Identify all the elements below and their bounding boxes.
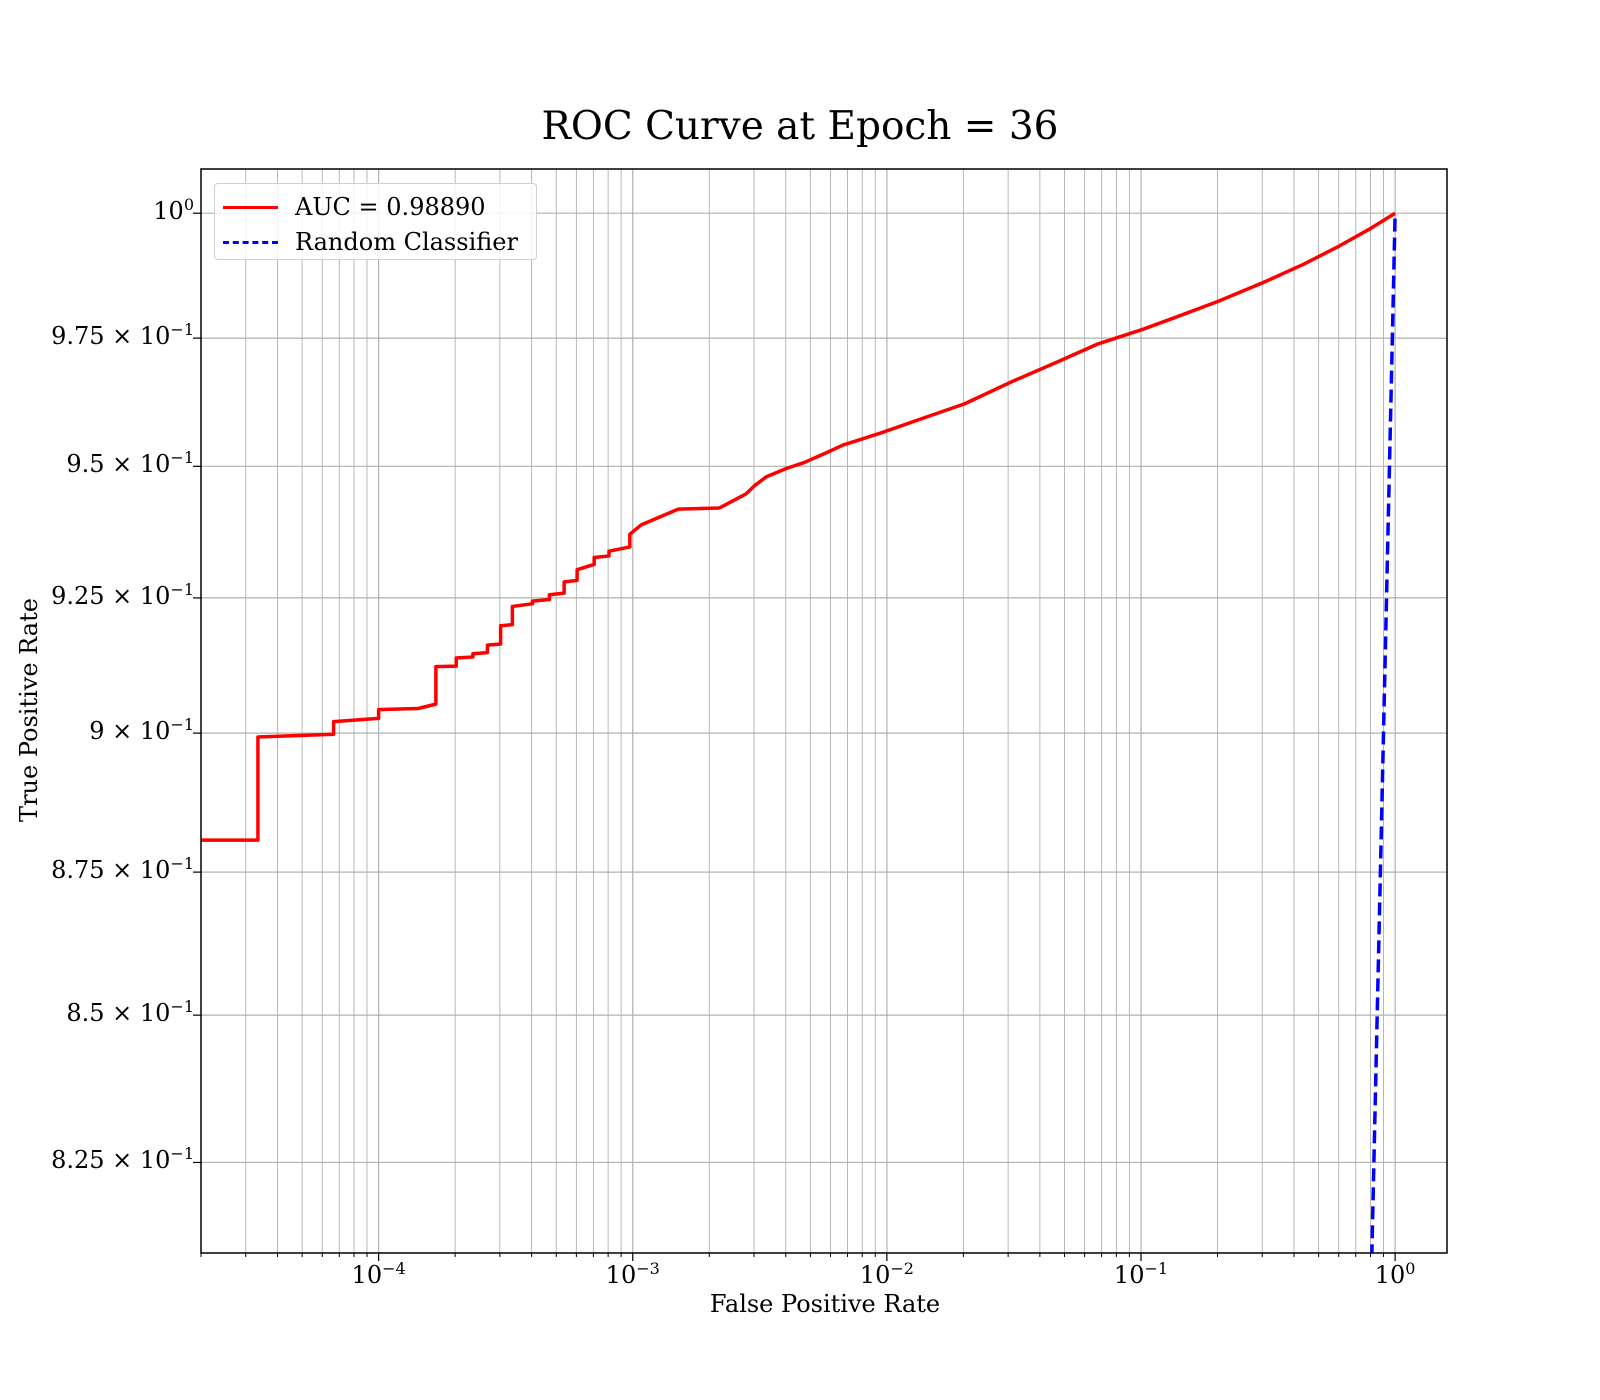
y-tick-label: 9.5 × 10−1 bbox=[66, 448, 194, 479]
legend-label-random: Random Classifier bbox=[295, 228, 518, 256]
y-tick-label: 100 bbox=[153, 195, 194, 226]
chart-title: ROC Curve at Epoch = 36 bbox=[541, 104, 1059, 149]
legend: AUC = 0.98890 Random Classifier bbox=[214, 183, 537, 260]
y-tick-label: 9.25 × 10−1 bbox=[51, 579, 194, 610]
tick-marks bbox=[193, 212, 1396, 1261]
plot-frame bbox=[200, 168, 1448, 1254]
legend-swatch-auc bbox=[223, 206, 278, 209]
series-layer bbox=[201, 211, 1397, 1253]
y-tick-label: 8.25 × 10−1 bbox=[51, 1144, 194, 1175]
x-tick-label: 10−2 bbox=[859, 1259, 914, 1289]
y-tick-label: 8.75 × 10−1 bbox=[51, 854, 194, 885]
grid bbox=[200, 169, 1447, 1253]
legend-item-auc: AUC = 0.98890 bbox=[215, 192, 536, 222]
y-axis-label: True Positive Rate bbox=[15, 598, 43, 822]
legend-label-auc: AUC = 0.98890 bbox=[295, 193, 486, 221]
x-tick-label: 10−1 bbox=[1113, 1259, 1169, 1289]
x-tick-label: 100 bbox=[1374, 1259, 1416, 1289]
roc-curve-line bbox=[201, 211, 1397, 842]
random-classifier-line bbox=[1370, 213, 1397, 1253]
x-tick-label: 10−3 bbox=[605, 1259, 660, 1289]
legend-item-random: Random Classifier bbox=[215, 227, 536, 257]
x-axis-label: False Positive Rate bbox=[709, 1290, 941, 1318]
legend-swatch-random bbox=[223, 241, 278, 244]
y-tick-label: 9.75 × 10−1 bbox=[51, 320, 194, 351]
y-tick-label: 9 × 10−1 bbox=[89, 715, 194, 746]
x-tick-label: 10−4 bbox=[351, 1259, 406, 1289]
y-tick-label: 8.5 × 10−1 bbox=[66, 997, 194, 1028]
